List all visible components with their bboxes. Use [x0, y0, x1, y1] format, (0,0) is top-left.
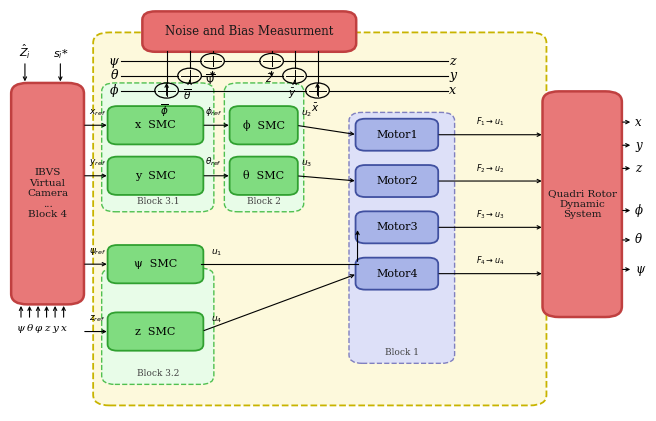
FancyBboxPatch shape [349, 112, 455, 363]
FancyBboxPatch shape [108, 157, 203, 195]
Text: Block 1: Block 1 [385, 348, 419, 357]
Text: x: x [635, 116, 642, 128]
FancyBboxPatch shape [108, 312, 203, 351]
Text: z: z [44, 324, 49, 333]
Text: $\bar{x}$: $\bar{x}$ [311, 102, 319, 114]
Text: Block 3.1: Block 3.1 [136, 197, 179, 206]
FancyBboxPatch shape [356, 165, 438, 197]
FancyBboxPatch shape [356, 258, 438, 290]
Text: $u_4$: $u_4$ [211, 315, 222, 325]
FancyBboxPatch shape [224, 83, 304, 212]
Text: ϕ: ϕ [110, 84, 118, 97]
Text: $\overline{\Psi}$: $\overline{\Psi}$ [205, 72, 215, 87]
Text: $F_3 \rightarrow u_3$: $F_3 \rightarrow u_3$ [476, 208, 504, 221]
Text: Block 3.2: Block 3.2 [136, 369, 179, 378]
Text: IBVS
Virtual
Camera
...
Block 4: IBVS Virtual Camera ... Block 4 [27, 168, 68, 219]
Text: Motor4: Motor4 [376, 269, 418, 279]
Text: Motor3: Motor3 [376, 222, 418, 232]
Text: θ: θ [635, 234, 642, 246]
Text: $\bar{z}$: $\bar{z}$ [265, 72, 273, 85]
Text: $\phi_{ref}$: $\phi_{ref}$ [205, 105, 222, 118]
Text: φ: φ [34, 324, 42, 333]
Text: $\overline{\phi}$: $\overline{\phi}$ [159, 102, 169, 119]
FancyBboxPatch shape [230, 106, 298, 144]
FancyBboxPatch shape [356, 119, 438, 151]
FancyBboxPatch shape [543, 91, 622, 317]
Text: Noise and Bias Measurment: Noise and Bias Measurment [165, 25, 333, 38]
Text: $\theta_{ref}$: $\theta_{ref}$ [205, 156, 222, 168]
FancyBboxPatch shape [230, 157, 298, 195]
Text: θ: θ [26, 324, 33, 333]
Text: y: y [635, 139, 642, 152]
Text: ϕ: ϕ [635, 204, 643, 217]
FancyBboxPatch shape [108, 245, 203, 283]
Text: $s_i$*: $s_i$* [52, 47, 68, 61]
Text: ψ: ψ [635, 263, 644, 276]
Text: x  SMC: x SMC [135, 120, 176, 130]
Text: $\bar{y}$: $\bar{y}$ [288, 87, 296, 101]
Text: Block 2: Block 2 [247, 197, 281, 206]
Text: $F_4 \rightarrow u_4$: $F_4 \rightarrow u_4$ [476, 255, 504, 267]
FancyBboxPatch shape [356, 211, 438, 243]
Text: $F_2 \rightarrow u_2$: $F_2 \rightarrow u_2$ [476, 162, 504, 175]
Text: θ: θ [111, 69, 118, 82]
FancyBboxPatch shape [102, 268, 214, 384]
Text: $F_1 \rightarrow u_1$: $F_1 \rightarrow u_1$ [476, 116, 504, 128]
Text: y: y [449, 69, 457, 82]
Text: x: x [449, 84, 457, 97]
Text: z: z [449, 55, 456, 67]
Text: $\hat{Z}_i$: $\hat{Z}_i$ [19, 43, 31, 61]
Text: z  SMC: z SMC [135, 327, 176, 336]
Text: $u_3$: $u_3$ [301, 159, 312, 169]
Text: x: x [61, 324, 66, 333]
Text: y  SMC: y SMC [135, 171, 176, 181]
Text: θ  SMC: θ SMC [243, 171, 284, 181]
FancyBboxPatch shape [108, 106, 203, 144]
Text: $x_{ref}$: $x_{ref}$ [89, 107, 106, 118]
Text: $\psi_{ref}$: $\psi_{ref}$ [89, 245, 106, 256]
Text: ψ  SMC: ψ SMC [134, 259, 177, 269]
Text: Quadri Rotor
Dynamic
System: Quadri Rotor Dynamic System [548, 189, 617, 219]
Text: z: z [635, 162, 642, 175]
Text: ψ: ψ [108, 55, 118, 67]
Text: $u_1$: $u_1$ [211, 248, 222, 258]
Text: ψ: ψ [17, 324, 25, 333]
Text: Motor2: Motor2 [376, 176, 418, 186]
Text: ϕ  SMC: ϕ SMC [243, 120, 285, 131]
Text: $z_{ref}$: $z_{ref}$ [89, 314, 105, 324]
Text: y: y [52, 324, 58, 333]
FancyBboxPatch shape [102, 83, 214, 212]
Text: $y_{ref}$: $y_{ref}$ [89, 157, 106, 168]
Text: Motor1: Motor1 [376, 130, 418, 140]
Text: $u_2$: $u_2$ [301, 109, 312, 119]
FancyBboxPatch shape [142, 11, 356, 52]
Text: $\overline{\theta}$: $\overline{\theta}$ [183, 87, 191, 102]
FancyBboxPatch shape [93, 32, 546, 405]
FancyBboxPatch shape [11, 83, 84, 304]
